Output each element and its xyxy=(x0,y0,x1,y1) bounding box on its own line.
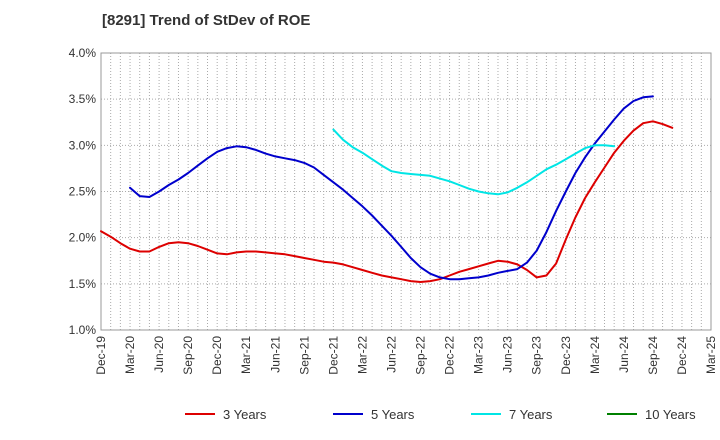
legend-label: 7 Years xyxy=(509,407,553,422)
legend: 3 Years 5 Years 7 Years 10 Years xyxy=(185,407,696,422)
x-tick-label: Mar-21 xyxy=(239,336,253,374)
y-tick-label: 1.0% xyxy=(69,323,97,337)
x-tick-label: Sep-23 xyxy=(530,336,544,375)
series-line-7-years xyxy=(332,128,616,196)
y-tick-label: 2.5% xyxy=(69,185,97,199)
x-tick-label: Mar-24 xyxy=(588,336,602,374)
x-tick-label: Jun-21 xyxy=(268,336,282,373)
x-tick-label: Jun-22 xyxy=(384,336,398,373)
y-tick-label: 4.0% xyxy=(69,46,97,60)
x-tick-label: Dec-22 xyxy=(443,336,457,375)
series-lines xyxy=(100,95,674,283)
x-tick-label: Sep-24 xyxy=(646,336,660,375)
x-tick-label: Mar-20 xyxy=(123,336,137,374)
x-tick-label: Mar-22 xyxy=(355,336,369,374)
legend-label: 3 Years xyxy=(223,407,267,422)
axes: 1.0% 1.5% 2.0% 2.5% 3.0% 3.5% 4.0% Dec-19 Mar-20… xyxy=(69,46,718,375)
x-tick-label: Dec-20 xyxy=(210,336,224,375)
series-line-5-years xyxy=(129,95,654,281)
x-tick-label: Jun-23 xyxy=(501,336,515,373)
y-tick-label: 1.5% xyxy=(69,277,97,291)
y-tick-label: 3.0% xyxy=(69,138,97,152)
legend-label: 10 Years xyxy=(645,407,696,422)
plot-area xyxy=(101,53,711,330)
y-tick-label: 2.0% xyxy=(69,231,97,245)
y-tick-label: 3.5% xyxy=(69,92,97,106)
x-tick-label: Mar-25 xyxy=(704,336,718,374)
x-tick-label: Jun-20 xyxy=(152,336,166,373)
x-tick-label: Jun-24 xyxy=(617,336,631,373)
legend-label: 5 Years xyxy=(371,407,415,422)
x-tick-label: Sep-21 xyxy=(297,336,311,375)
chart-title: [8291] Trend of StDev of ROE xyxy=(102,12,311,29)
series-line-3-years xyxy=(100,120,674,283)
x-tick-label: Mar-23 xyxy=(472,336,486,374)
x-tick-label: Dec-23 xyxy=(559,336,573,375)
x-tick-label: Sep-22 xyxy=(414,336,428,375)
x-tick-label: Dec-21 xyxy=(326,336,340,375)
x-tick-label: Sep-20 xyxy=(181,336,195,375)
x-tick-label: Dec-24 xyxy=(675,336,689,375)
plot-frame xyxy=(100,52,712,331)
x-tick-label: Dec-19 xyxy=(94,336,108,375)
